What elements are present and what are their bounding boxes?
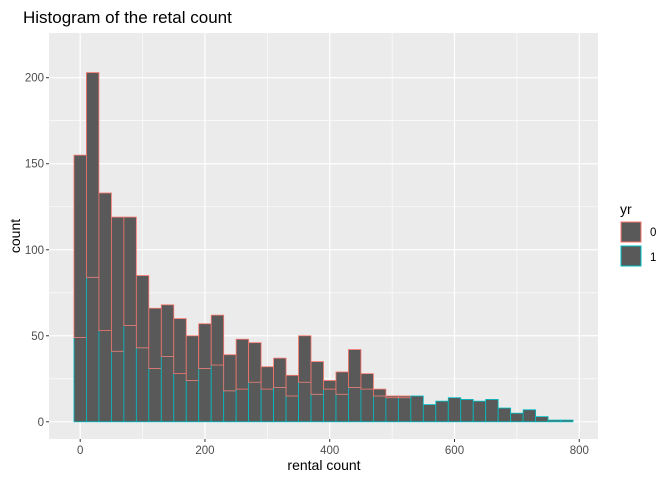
histogram-bar-yr0 — [148, 307, 162, 369]
histogram-bar-yr1 — [210, 364, 225, 423]
x-tick-label: 800 — [570, 445, 589, 457]
histogram-bar-yr1 — [360, 388, 374, 423]
histogram-bar-yr1 — [135, 347, 150, 423]
histogram-bar-yr0 — [173, 318, 187, 375]
histogram-bar-yr0 — [335, 371, 349, 395]
histogram-bar-yr0 — [248, 342, 262, 383]
histogram-bar-yr1 — [397, 397, 412, 423]
histogram-bar-yr0 — [123, 216, 137, 326]
histogram-bar-yr0 — [348, 349, 362, 388]
histogram-bar-yr1 — [547, 419, 561, 423]
histogram-bar-yr1 — [348, 386, 362, 423]
legend-key-1 — [620, 245, 642, 267]
legend-title: yr — [620, 201, 632, 217]
histogram-bar-yr1 — [447, 397, 462, 423]
legend: yr 0 1 — [620, 201, 656, 267]
histogram-bar-yr1 — [310, 393, 324, 423]
histogram-bar-yr1 — [485, 399, 499, 423]
histogram-bar-yr1 — [497, 407, 512, 423]
histogram-bar-yr1 — [323, 388, 337, 423]
histogram-bar-yr1 — [185, 380, 200, 423]
histogram-bar-yr0 — [110, 216, 125, 352]
y-tick-label: 100 — [25, 245, 44, 257]
histogram-bar-yr1 — [472, 400, 487, 423]
histogram-bar-yr0 — [273, 357, 287, 388]
histogram-bar-yr0 — [310, 361, 324, 395]
histogram-bar-yr0 — [285, 374, 299, 397]
histogram-bar-yr1 — [410, 395, 424, 423]
histogram-bar-yr0 — [260, 366, 274, 390]
legend-label-1: 1 — [650, 252, 656, 264]
histogram-bar-yr1 — [273, 386, 287, 423]
histogram-bar-yr1 — [522, 409, 537, 423]
histogram-bar-yr1 — [98, 330, 112, 423]
y-tick-label: 200 — [25, 73, 44, 85]
histogram-bar-yr0 — [397, 395, 412, 399]
histogram-bar-yr1 — [260, 388, 274, 423]
histogram-bar-yr1 — [335, 393, 349, 423]
histogram-bar-yr0 — [198, 323, 212, 369]
histogram-bar-yr0 — [373, 388, 387, 397]
histogram-bar-yr1 — [560, 419, 574, 423]
x-tick-label: 600 — [445, 445, 464, 457]
histogram-bar-yr1 — [86, 276, 100, 423]
histogram-bar-yr0 — [223, 354, 237, 392]
histogram-bar-yr1 — [123, 325, 137, 423]
histogram-bar-yr0 — [323, 380, 337, 390]
histogram-bar-yr0 — [98, 192, 112, 332]
histogram-bar-yr1 — [373, 395, 387, 423]
histogram-bar-yr0 — [298, 335, 312, 383]
y-tick-label: 0 — [38, 417, 44, 429]
histogram-bar-yr0 — [73, 154, 87, 338]
x-tick-label: 400 — [320, 445, 339, 457]
histogram-bar-yr1 — [223, 390, 237, 423]
histogram-bar-yr1 — [198, 368, 212, 423]
y-axis-title: count — [7, 219, 23, 253]
histogram-bar-yr1 — [160, 356, 175, 423]
x-tick-label: 200 — [195, 445, 214, 457]
chart-title: Histogram of the retal count — [23, 8, 232, 27]
histogram-bar-yr0 — [360, 373, 374, 390]
histogram-bar-yr1 — [460, 399, 474, 423]
histogram-bar-yr1 — [285, 395, 299, 423]
y-tick-label: 50 — [31, 331, 44, 343]
histogram-bar-yr0 — [185, 335, 200, 381]
histogram-bar-yr0 — [160, 304, 175, 357]
y-axis-ticks: 0 50 100 150 200 — [25, 73, 49, 429]
histogram-bar-yr1 — [298, 381, 312, 423]
x-axis-ticks: 0 200 400 600 800 — [77, 439, 589, 457]
histogram-bar-yr0 — [210, 314, 225, 366]
histogram-bar-yr0 — [385, 395, 399, 399]
histogram-bar-yr0 — [135, 275, 150, 349]
histogram-bar-yr1 — [435, 400, 449, 423]
x-tick-label: 0 — [77, 445, 83, 457]
histogram-bar-yr1 — [385, 397, 399, 423]
histogram-bars — [73, 72, 574, 423]
histogram-bar-yr1 — [248, 381, 262, 423]
histogram-bar-yr1 — [173, 373, 187, 423]
legend-label-0: 0 — [650, 227, 656, 239]
legend-key-0 — [620, 221, 642, 243]
histogram-bar-yr1 — [422, 404, 437, 423]
histogram-bar-yr1 — [110, 350, 125, 423]
histogram-bar-yr1 — [235, 388, 250, 423]
histogram-bar-yr0 — [235, 338, 250, 390]
histogram-bar-yr1 — [510, 412, 524, 423]
histogram-bar-yr0 — [86, 72, 100, 278]
x-axis-title: rental count — [287, 457, 360, 473]
histogram-bar-yr1 — [73, 337, 87, 423]
y-tick-label: 150 — [25, 159, 44, 171]
histogram-bar-yr1 — [148, 368, 162, 423]
histogram-bar-yr1 — [535, 416, 549, 423]
